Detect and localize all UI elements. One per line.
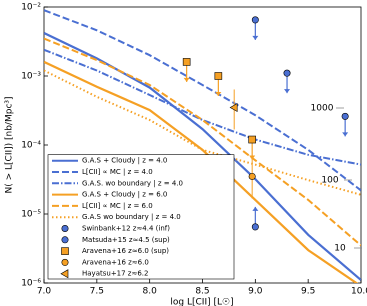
legend-label: Aravena+16 z≈6.0 (sup) (82, 247, 169, 255)
data-point (248, 135, 256, 144)
legend-marker (61, 236, 69, 244)
limit-arrow-head (252, 206, 259, 211)
legend-box (47, 154, 235, 280)
limit-arrow-head (284, 89, 291, 94)
legend-label: L[CII] ∝ MC | z = 6.0 (82, 202, 153, 210)
series-line (44, 69, 361, 196)
annotation: 10 (334, 244, 346, 254)
data-point (214, 72, 223, 80)
x-tick-label: 10.0 (351, 287, 367, 297)
y-tick-label: 10⁻⁶ (21, 279, 41, 289)
plot-area (44, 9, 361, 283)
data-point (283, 69, 291, 77)
series-line (44, 37, 361, 247)
x-axis-label: log L[CII] [L☉] (170, 298, 233, 306)
limit-arrow-head (342, 132, 349, 137)
x-tick-label: 7.0 (37, 287, 52, 297)
legend-label: G.A.S + Cloudy | z = 6.0 (82, 191, 167, 199)
legend: G.A.S + Cloudy | z = 4.0 L[CII] ∝ MC | z … (47, 154, 235, 280)
data-point (182, 58, 191, 66)
x-tick-label: 9.5 (301, 287, 315, 297)
legend-label: Swinbank+12 z≈4.4 (inf) (82, 225, 170, 233)
limit-arrow-head (183, 77, 190, 82)
legend-label: L[CII] ∝ MC | z = 4.0 (82, 168, 153, 176)
legend-label: G.A.S wo boundary | z = 4.0 (82, 213, 181, 221)
legend-label: G.A.S. wo boundary | z = 4.0 (82, 179, 183, 187)
series-line (44, 48, 361, 166)
legend-marker (61, 258, 69, 266)
legend-label: Hayatsu+17 z≈6.2 (82, 270, 148, 278)
series-line (44, 32, 361, 281)
x-tick-label: 8.5 (195, 287, 209, 297)
legend-marker (60, 269, 69, 279)
x-tick-label: 8.0 (143, 287, 158, 297)
data-point (251, 16, 259, 24)
x-tick-label: 9.0 (248, 287, 263, 297)
y-tick-label: 10⁻² (21, 3, 41, 13)
limit-arrow-head (215, 92, 222, 96)
data-point (229, 102, 238, 112)
legend-label: Aravena+16 z≈6.0 (82, 258, 149, 266)
data-point (341, 112, 349, 120)
legend-marker (61, 247, 69, 255)
x-tick-label: 7.5 (90, 287, 104, 297)
y-tick-label: 10⁻³ (21, 72, 41, 82)
legend-label: G.A.S + Cloudy | z = 4.0 (82, 157, 167, 165)
y-tick-label: 10⁻⁴ (21, 141, 41, 151)
legend-marker (61, 225, 69, 233)
y-axis-label: N( > L[CII]) [nb/Mpc³] (5, 96, 15, 193)
limit-arrow-head (252, 35, 259, 40)
legend-label: Matsuda+15 z≈4.5 (sup) (82, 236, 170, 244)
y-tick-label: 10⁻⁵ (21, 210, 41, 220)
series-line (44, 9, 361, 192)
annotation: 100 (321, 176, 338, 186)
annotation: 1000 (311, 104, 334, 114)
data-point (251, 223, 259, 231)
limit-arrow-head (249, 155, 256, 160)
data-point (248, 172, 256, 180)
